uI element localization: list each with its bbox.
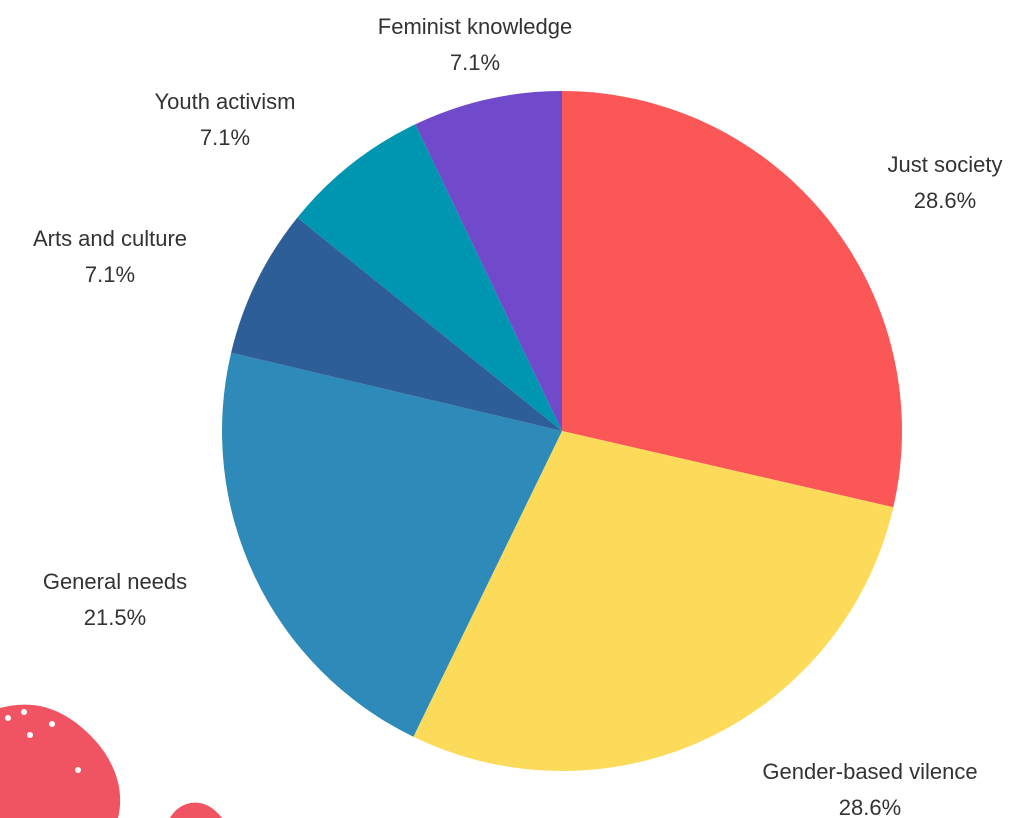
slice-label-youth-activism: Youth activism <box>154 89 295 114</box>
pie-slice-youth-activism <box>297 124 562 432</box>
slice-label-gender-based-vilence: Gender-based vilence <box>762 759 977 784</box>
decorative-dot <box>21 709 27 715</box>
pie-slices <box>222 90 903 772</box>
decorative-dot <box>5 715 11 721</box>
decorative-dot <box>49 721 55 727</box>
pie-slice-general-needs <box>222 352 562 737</box>
slice-value-arts-and-culture: 7.1% <box>85 262 135 287</box>
slice-value-gender-based-vilence: 28.6% <box>839 795 901 818</box>
decorative-blob <box>0 704 222 818</box>
slice-value-feminist-knowledge: 7.1% <box>450 50 500 75</box>
slice-value-youth-activism: 7.1% <box>200 125 250 150</box>
decorative-blob-layer <box>0 704 222 818</box>
pie-slice-arts-and-culture <box>231 217 562 431</box>
slice-labels: Just society 28.6% Gender-based vilence 28.… <box>33 14 1003 818</box>
pie-slice-just-society <box>562 90 903 508</box>
pie-slice-feminist-knowledge <box>415 91 562 431</box>
slice-value-just-society: 28.6% <box>914 188 976 213</box>
decorative-dot <box>27 732 33 738</box>
slice-label-feminist-knowledge: Feminist knowledge <box>378 14 572 39</box>
decorative-dot <box>75 767 81 773</box>
slice-label-arts-and-culture: Arts and culture <box>33 226 187 251</box>
slice-value-general-needs: 21.5% <box>84 605 146 630</box>
slice-label-general-needs: General needs <box>43 569 187 594</box>
pie-slice-gender-based-vilence <box>413 431 894 772</box>
slice-label-just-society: Just society <box>888 152 1003 177</box>
